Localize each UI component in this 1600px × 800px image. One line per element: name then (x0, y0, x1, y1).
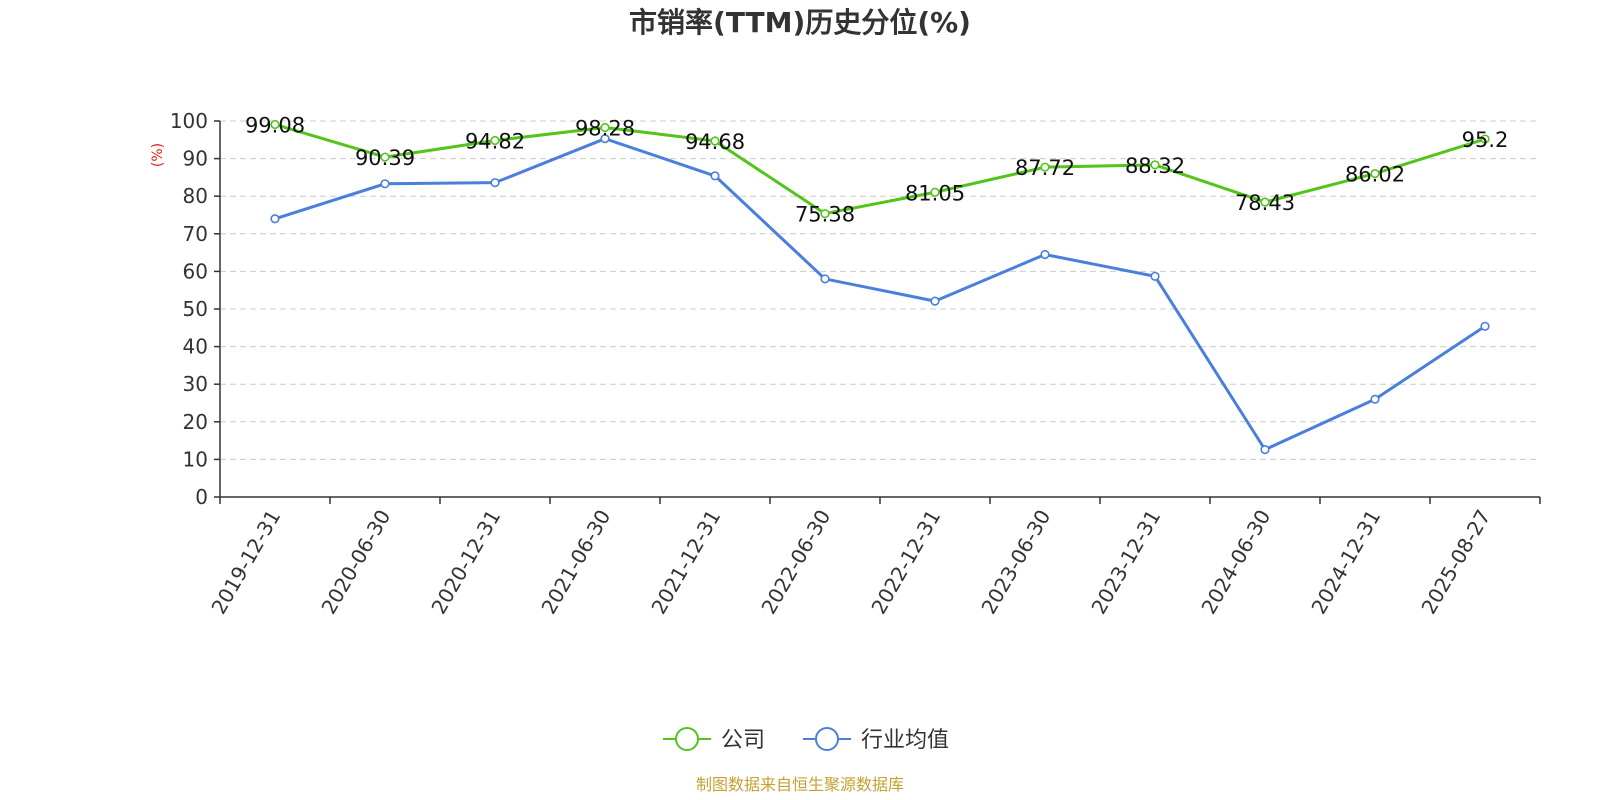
y-tick-label-60: 60 (183, 259, 208, 283)
data-label-8: 88.32 (1125, 154, 1185, 178)
legend[interactable]: 公司 行业均值 (663, 727, 949, 753)
series-line-0 (274, 123, 1486, 216)
legend-marker-1 (815, 727, 839, 751)
series-1-point-8 (1150, 271, 1160, 281)
data-label-5: 75.38 (795, 203, 855, 227)
series-0-point-3 (600, 122, 610, 133)
y-tick-label-80: 80 (183, 184, 208, 208)
y-tick-label-10: 10 (183, 447, 208, 471)
x-tick-label-2021-12-31: 2021-12-31 (646, 506, 725, 619)
y-tick-label-30: 30 (183, 372, 208, 396)
series-1-point-11 (1480, 321, 1490, 331)
data-label-0: 99.08 (245, 113, 305, 137)
series-line-1 (274, 137, 1486, 452)
legend-item-1[interactable]: 行业均值 (803, 727, 949, 753)
data-label-2: 94.82 (465, 129, 525, 153)
data-label-11: 95.2 (1462, 128, 1509, 152)
series-0-point-10 (1370, 168, 1380, 179)
series-0-point-6 (930, 187, 940, 197)
series-1-point-4 (710, 171, 720, 181)
series-1-point-10 (1370, 394, 1380, 404)
x-tick-label-2024-12-31: 2024-12-31 (1306, 506, 1385, 619)
x-tick-label-2024-06-30: 2024-06-30 (1196, 506, 1275, 619)
series-0-point-2 (490, 135, 500, 146)
series-1-point-1 (380, 179, 390, 189)
y-axis-unit-label: (%) (150, 143, 166, 167)
data-label-3: 98.28 (575, 116, 635, 140)
y-tick-label-20: 20 (183, 410, 208, 434)
series-0-point-4 (710, 136, 720, 146)
legend-label-0: 公司 (721, 728, 765, 753)
series-0-point-8 (1150, 160, 1160, 170)
series-lines (270, 119, 1490, 455)
data-label-7: 87.72 (1015, 156, 1075, 180)
series-0-point-1 (380, 152, 390, 162)
legend-item-0[interactable]: 公司 (663, 727, 765, 753)
x-tick-label-2020-06-30: 2020-06-30 (316, 506, 395, 619)
series-1-point-9 (1260, 445, 1270, 455)
data-label-9: 78.43 (1235, 191, 1295, 215)
data-label-1: 90.39 (355, 146, 415, 170)
x-tick-label-2019-12-31: 2019-12-31 (206, 506, 285, 619)
y-tick-label-0: 0 (195, 485, 208, 509)
x-tick-label-2021-06-30: 2021-06-30 (536, 506, 615, 619)
legend-label-1: 行业均值 (861, 728, 949, 753)
series-0-point-7 (1040, 162, 1050, 172)
y-tick-label-40: 40 (183, 335, 208, 359)
x-tick-label-2020-12-31: 2020-12-31 (426, 506, 505, 619)
y-tick-label-90: 90 (183, 147, 208, 171)
x-tick-label-2025-08-27: 2025-08-27 (1416, 506, 1495, 619)
x-tick-label-2022-12-31: 2022-12-31 (866, 506, 945, 619)
legend-marker-0 (675, 727, 699, 751)
series-0-point-11 (1480, 134, 1490, 144)
grid-lines (220, 120, 1540, 460)
data-labels: 99.08 90.39 94.82 98.28 94.68 75.38 81.05 87.72… (245, 113, 1508, 226)
series-1-point-2 (490, 178, 500, 188)
series-0-point-9 (1260, 197, 1270, 207)
series-0-point-0 (270, 119, 280, 130)
x-tick-label-2022-06-30: 2022-06-30 (756, 506, 835, 619)
y-tick-label-50: 50 (183, 297, 208, 321)
series-0-point-5 (820, 208, 830, 219)
y-tick-label-70: 70 (183, 222, 208, 246)
source-note: 制图数据来自恒生聚源数据库 (696, 775, 904, 794)
series-1-point-3 (600, 134, 610, 144)
series-1-point-7 (1040, 249, 1050, 260)
data-label-6: 81.05 (905, 181, 965, 205)
chart-title: 市销率(TTM)历史分位(%) (629, 6, 971, 39)
series-1-point-5 (820, 274, 830, 284)
data-label-4: 94.68 (685, 130, 745, 154)
series-1-point-0 (270, 214, 280, 224)
y-tick-label-100: 100 (170, 109, 208, 133)
x-tick-label-2023-12-31: 2023-12-31 (1086, 506, 1165, 619)
x-tick-label-2023-06-30: 2023-06-30 (976, 506, 1055, 619)
series-1-point-6 (930, 296, 940, 306)
data-label-10: 86.02 (1345, 163, 1405, 187)
